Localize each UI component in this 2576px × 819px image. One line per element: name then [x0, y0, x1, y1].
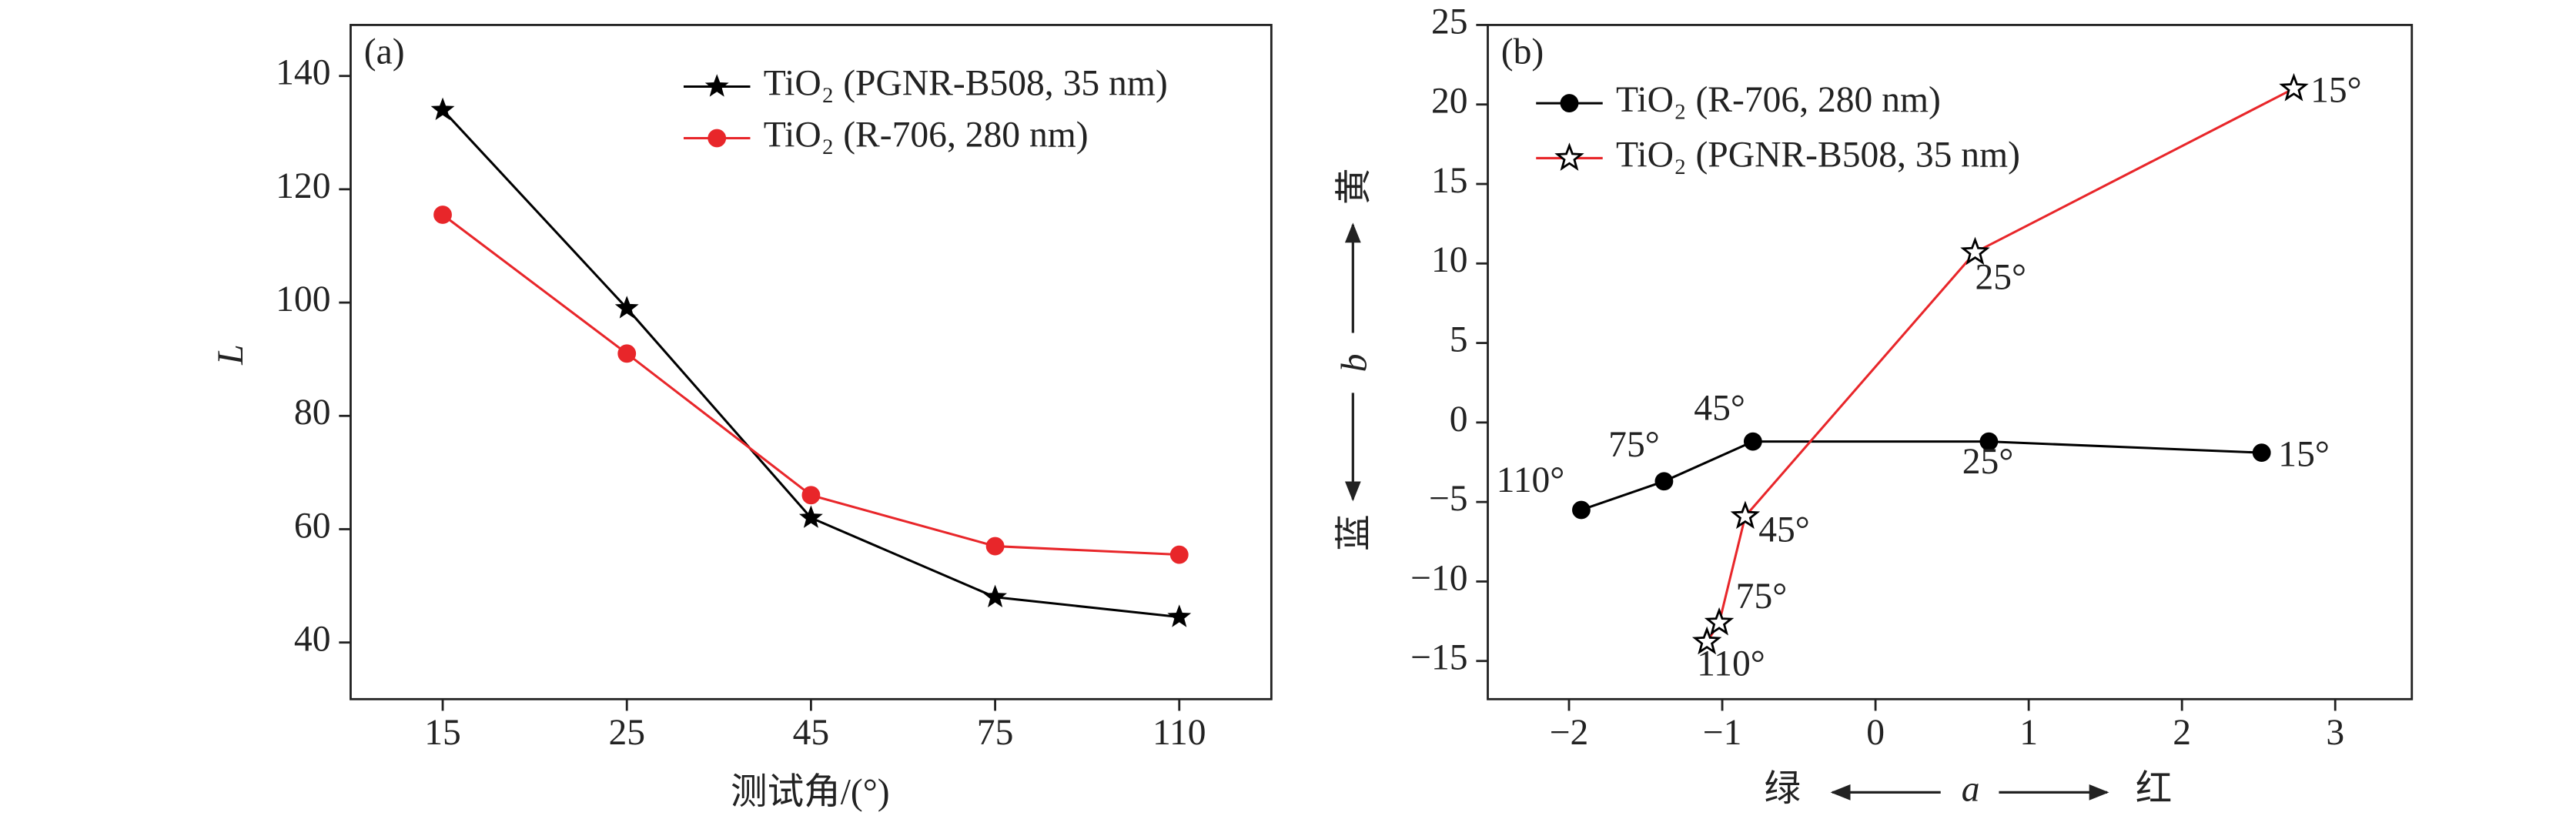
y-axis-label: L [211, 344, 251, 365]
y-tick-label: 60 [294, 506, 331, 546]
x-axis-label-left: 绿 [1765, 769, 1802, 809]
x-tick-label: 25 [608, 713, 645, 753]
y-axis-label-top: 黄 [1335, 168, 1375, 205]
legend-marker [1554, 142, 1584, 171]
y-tick-label: 80 [294, 393, 331, 433]
point [1167, 604, 1192, 627]
x-tick-label: 15 [424, 713, 461, 753]
y-tick-label: 0 [1450, 399, 1468, 440]
point [1743, 432, 1762, 451]
series-line [1581, 440, 2262, 511]
y-tick-label: −15 [1410, 638, 1467, 678]
point [1572, 500, 1591, 520]
x-tick-label: 110 [1153, 713, 1206, 753]
point [985, 537, 1005, 556]
y-tick-label: 15 [1431, 161, 1468, 201]
x-tick-label: 1 [2019, 713, 2038, 753]
y-tick-label: 140 [276, 53, 330, 93]
point-label: 25° [1975, 258, 2026, 298]
point-label: 25° [1962, 442, 2014, 482]
x-tick-label: 75 [977, 713, 1014, 753]
y-tick-label: −5 [1429, 479, 1468, 519]
x-tick-label: −1 [1703, 713, 1742, 753]
y-axis-label-bottom: 蓝 [1335, 514, 1375, 551]
point [1960, 236, 1990, 266]
point-label: 15° [2278, 435, 2330, 475]
x-axis-label: a [1962, 769, 1980, 809]
point [617, 344, 637, 363]
legend-label: TiO₂ (PGNR-B508, 35 nm) [764, 63, 1168, 103]
point [1704, 607, 1735, 636]
point-label: 15° [2310, 70, 2362, 110]
point-label: 110° [1697, 644, 1765, 684]
legend-label: TiO₂ (R-706, 280 nm) [764, 115, 1089, 155]
y-tick-label: 100 [276, 279, 330, 319]
point-label: 110° [1497, 460, 1565, 500]
point [801, 486, 821, 505]
x-axis-label: 测试角/(°) [731, 773, 890, 813]
point [2279, 72, 2309, 102]
legend-marker [708, 129, 727, 148]
series-line [441, 109, 1179, 619]
point [433, 206, 452, 224]
point [983, 584, 1008, 607]
y-tick-label: 5 [1450, 319, 1468, 359]
point-label: 75° [1608, 425, 1660, 465]
annotation: (a) [364, 32, 405, 72]
point [1654, 472, 1674, 491]
legend-marker [704, 74, 729, 97]
y-tick-label: −10 [1410, 558, 1467, 598]
x-axis-label-right: 红 [2136, 769, 2173, 809]
legend-marker [1560, 94, 1579, 112]
x-tick-label: 2 [2173, 713, 2191, 753]
point [1691, 626, 1722, 655]
point-label: 45° [1694, 389, 1745, 429]
y-tick-label: 40 [294, 620, 331, 660]
point [1730, 500, 1761, 530]
annotation: (b) [1501, 32, 1544, 72]
y-tick-label: 25 [1431, 2, 1468, 42]
point [2252, 443, 2271, 463]
y-tick-label: 10 [1431, 240, 1468, 280]
y-tick-label: 120 [276, 166, 330, 206]
x-tick-label: −2 [1550, 713, 1589, 753]
plot-frame-b [1487, 24, 2414, 700]
legend-label: TiO₂ (PGNR-B508, 35 nm) [1616, 135, 2020, 175]
point [614, 296, 639, 319]
x-tick-label: 3 [2326, 713, 2344, 753]
x-tick-label: 45 [793, 713, 830, 753]
point [430, 97, 455, 120]
y-axis-label: b [1335, 354, 1375, 373]
point-label: 45° [1758, 510, 1810, 550]
point [798, 505, 823, 528]
point [1979, 432, 1999, 451]
y-tick-label: 20 [1431, 82, 1468, 122]
point [1169, 545, 1189, 564]
x-tick-label: 0 [1866, 713, 1885, 753]
point-label: 75° [1736, 577, 1788, 617]
legend-label: TiO₂ (R-706, 280 nm) [1616, 80, 1941, 120]
